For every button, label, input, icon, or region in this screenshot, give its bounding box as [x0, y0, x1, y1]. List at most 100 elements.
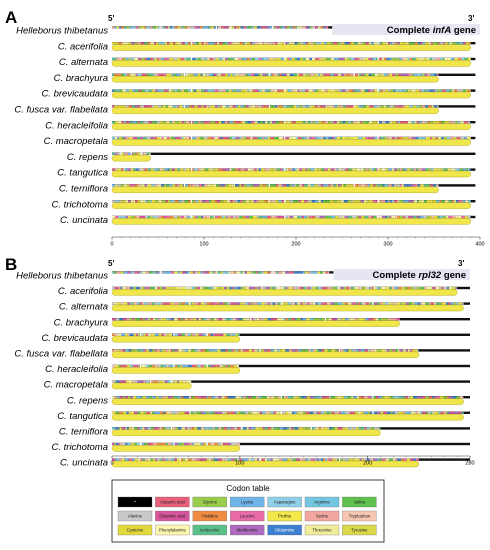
codon-strip: [112, 215, 471, 219]
gene-bar: [111, 91, 471, 99]
species-name: C. macropetala: [44, 136, 108, 147]
legend-swatch: [230, 524, 265, 536]
gene-bar: [111, 170, 471, 178]
alignment-row: C. terniflora: [59, 184, 476, 195]
codon-strip: [112, 317, 400, 321]
legend-label: Asparagine: [274, 500, 296, 505]
alignment-row: C. repens: [67, 152, 476, 163]
codon-strip: [112, 302, 464, 305]
alignment-row: Helleborus thibetanus Complete rpl32 gene: [16, 269, 470, 282]
legend-label: Threonine: [312, 528, 332, 533]
legend-label: Glycine: [203, 500, 218, 505]
legend-entry: Methionine: [230, 524, 265, 536]
gene-suffix: gene: [451, 25, 476, 36]
legend-swatch: [304, 496, 340, 508]
legend-entry: Serine: [304, 510, 340, 522]
axis-tick-label: 200: [363, 461, 372, 467]
alignment-row: C. repens: [67, 395, 470, 406]
gene-bar: [111, 398, 464, 405]
alignment-row: C. trichotoma: [52, 442, 470, 453]
alignment-line: [112, 380, 470, 383]
codon-strip: [112, 348, 419, 352]
gene-suffix: gene: [441, 270, 466, 281]
legend-label: Leucine: [240, 514, 256, 519]
codon-table-legend: Codon table * Aspartic acid Glycine Lysine As…: [111, 479, 385, 543]
legend-swatch: [155, 496, 190, 508]
three-prime-label: 3': [468, 14, 474, 23]
alignment-line: [112, 364, 470, 368]
codon-strip: [112, 73, 439, 77]
legend-label: Serine: [316, 514, 329, 519]
gene-bar: [111, 123, 471, 130]
legend-swatch: [155, 524, 190, 536]
species-name: C. fusca var. flabellata: [14, 105, 108, 116]
legend-swatch: [267, 524, 302, 536]
legend-swatch: [342, 524, 377, 536]
species-name: C. brevicaudata: [41, 89, 108, 100]
alignment-row: C. acerifolia: [58, 41, 476, 52]
gene-bar: [111, 75, 439, 83]
alignment-line: [112, 442, 470, 446]
legend-entry: Proline: [267, 510, 302, 522]
gene-bar: [111, 139, 471, 146]
species-name: C. acerifolia: [58, 286, 108, 297]
alignment-row: C. fusca var. flabellata: [14, 105, 476, 116]
alignment-row: C. macropetala: [44, 136, 476, 147]
gene-bar: [111, 44, 471, 51]
legend-label: Valine: [354, 500, 366, 505]
species-name: Helleborus thibetanus: [16, 26, 108, 37]
species-name: C. fusca var. flabellata: [14, 349, 108, 360]
gene-bar: [111, 460, 420, 468]
species-name: C. trichotoma: [52, 442, 109, 453]
species-name: C. repens: [67, 395, 108, 406]
legend-entry: Arginine: [304, 496, 340, 508]
species-name: C. terniflora: [59, 184, 108, 195]
five-prime-label: 5': [108, 259, 114, 268]
axis-tick-label: 280: [465, 461, 474, 467]
legend-entry: Threonine: [304, 524, 340, 536]
legend-label: Proline: [278, 514, 292, 519]
complete-gene-label: Complete infA gene: [387, 25, 476, 36]
legend-title: Codon table: [226, 484, 270, 493]
alignment-row: C. acerifolia: [58, 286, 470, 297]
legend-label: Histidine: [202, 514, 219, 519]
legend-entry: Glutamine: [267, 524, 302, 536]
legend-swatch: [155, 510, 190, 522]
legend-entry: Valine: [342, 496, 377, 508]
alignment-row: C. alternata: [59, 302, 470, 313]
legend-swatch: [304, 510, 340, 522]
three-prime-label: 3': [458, 259, 464, 268]
gene-bar: [111, 414, 464, 421]
legend-entry: Cysteine: [117, 524, 153, 536]
x-axis: 0 100 200 300 400: [110, 236, 485, 248]
gene-name: rpl32: [418, 270, 441, 281]
gene-bar: [111, 351, 420, 358]
legend-label: Tyrosine: [351, 528, 368, 533]
gene-bar: [111, 367, 241, 374]
codon-strip: [112, 426, 381, 430]
axis-tick-label: 300: [383, 242, 392, 248]
alignment-row: C. brachyura: [54, 73, 476, 84]
codon-strip: [112, 270, 330, 274]
gene-bar: [111, 186, 439, 194]
legend-swatch: [192, 496, 227, 508]
axis-tick-label: 200: [291, 242, 300, 248]
gene-bar: [111, 107, 439, 115]
species-name: C. tangutica: [57, 411, 108, 422]
alignment-row: C. tangutica: [57, 168, 476, 179]
alignment-row: C. brachyura: [54, 317, 470, 328]
gene-bar: [111, 304, 464, 312]
legend-entry: Lysine: [230, 496, 265, 508]
codon-strip: [112, 442, 240, 446]
gene-prefix: Complete: [373, 270, 419, 281]
gene-name: infA: [433, 25, 452, 36]
alignment-row: Helleborus thibetanus Complete infA gene: [16, 24, 480, 37]
alignment-row: C. brevicaudata: [41, 333, 470, 344]
legend-label: Alanine: [128, 514, 143, 519]
legend-swatch: [267, 510, 302, 522]
codon-strip: [112, 120, 471, 124]
legend-swatch: [304, 524, 340, 536]
legend-entry: Phenylalanine: [155, 524, 190, 536]
legend-entry: Tryptophan: [342, 510, 377, 522]
